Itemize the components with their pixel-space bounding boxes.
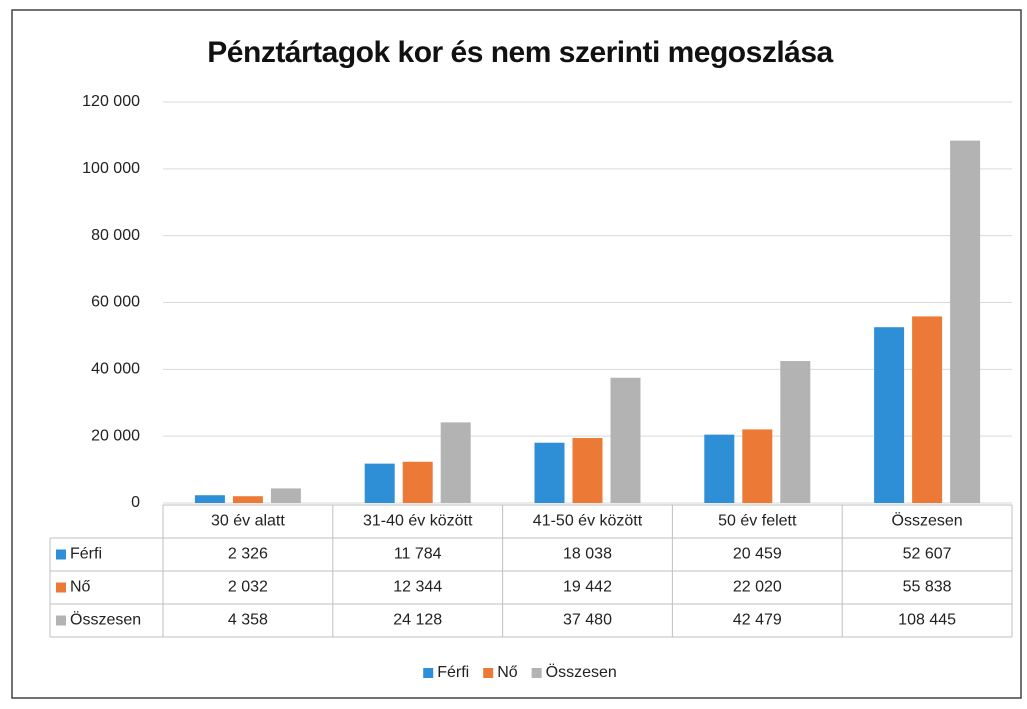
table-legend-key bbox=[56, 615, 66, 626]
x-tick-label: 41-50 év között bbox=[533, 513, 643, 530]
legend-key bbox=[531, 668, 542, 678]
legend-label: Összesen bbox=[546, 663, 617, 681]
table-value: 12 344 bbox=[393, 579, 442, 596]
bar bbox=[194, 495, 225, 503]
table-value: 52 607 bbox=[903, 546, 952, 563]
table-series-name: Férfi bbox=[70, 546, 102, 563]
y-tick-label: 20 000 bbox=[91, 427, 140, 444]
table-value: 42 479 bbox=[733, 612, 782, 629]
bar bbox=[440, 422, 471, 503]
bar bbox=[572, 438, 603, 503]
table-value: 20 459 bbox=[733, 546, 782, 563]
bar bbox=[704, 434, 735, 503]
table-series-name: Összesen bbox=[70, 611, 141, 629]
legend-key bbox=[423, 668, 434, 678]
table-value: 108 445 bbox=[898, 612, 956, 629]
x-tick-label: Összesen bbox=[892, 512, 963, 530]
bar bbox=[780, 361, 811, 503]
x-tick-label: 31-40 év között bbox=[363, 513, 473, 530]
bar bbox=[364, 463, 395, 503]
legend-key bbox=[483, 668, 494, 678]
table-value: 24 128 bbox=[393, 612, 442, 629]
table-value: 19 442 bbox=[563, 579, 612, 596]
table-value: 37 480 bbox=[563, 612, 612, 629]
table-value: 11 784 bbox=[394, 546, 442, 563]
bar bbox=[950, 140, 981, 503]
bar bbox=[232, 496, 263, 503]
bar bbox=[534, 442, 565, 503]
table-value: 22 020 bbox=[733, 579, 782, 596]
y-tick-label: 100 000 bbox=[82, 160, 140, 177]
bar bbox=[742, 429, 773, 503]
y-tick-label: 80 000 bbox=[91, 227, 140, 244]
y-tick-label: 0 bbox=[131, 494, 140, 511]
y-tick-label: 40 000 bbox=[91, 361, 140, 378]
y-tick-label: 60 000 bbox=[91, 294, 140, 311]
bar bbox=[402, 461, 433, 503]
legend-label: Férfi bbox=[437, 664, 469, 681]
table-value: 2 032 bbox=[228, 579, 268, 596]
bar bbox=[912, 316, 943, 503]
bar bbox=[874, 327, 905, 503]
bar bbox=[610, 377, 641, 503]
table-value: 2 326 bbox=[228, 546, 268, 563]
table-series-name: Nő bbox=[70, 579, 91, 596]
table-value: 4 358 bbox=[228, 612, 268, 629]
table-value: 18 038 bbox=[563, 546, 612, 563]
table-legend-key bbox=[56, 582, 66, 593]
table-value: 55 838 bbox=[903, 579, 952, 596]
chart-title: Pénztártagok kor és nem szerinti megoszl… bbox=[207, 36, 833, 69]
legend-label: Nő bbox=[497, 664, 518, 681]
x-tick-label: 30 év alatt bbox=[211, 513, 285, 530]
x-tick-label: 50 év felett bbox=[718, 513, 797, 530]
table-legend-key bbox=[56, 549, 66, 560]
bar bbox=[270, 488, 301, 503]
chart-frame bbox=[11, 9, 1022, 699]
y-tick-label: 120 000 bbox=[82, 93, 140, 110]
